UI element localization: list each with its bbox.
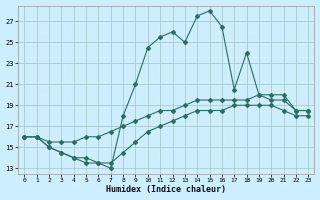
X-axis label: Humidex (Indice chaleur): Humidex (Indice chaleur) (106, 185, 226, 194)
